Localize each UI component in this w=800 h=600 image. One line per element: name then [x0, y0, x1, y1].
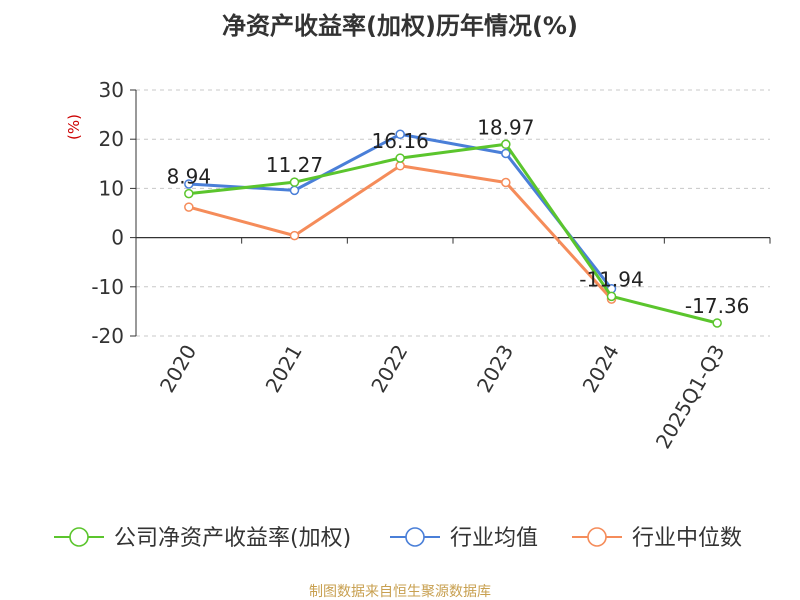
- legend: 公司净资产收益率(加权) 行业均值 行业中位数: [54, 526, 742, 551]
- legend-marker: [405, 527, 425, 547]
- data-point: [184, 202, 194, 212]
- data-point: [289, 230, 300, 241]
- chart-title: 净资产收益率(加权)历年情况(%): [222, 12, 578, 40]
- data-label: 8.94: [167, 165, 212, 189]
- data-point: [184, 179, 194, 189]
- data-point: [395, 161, 405, 171]
- source-footnote: 制图数据来自恒生聚源数据库: [309, 584, 491, 600]
- legend-marker: [69, 527, 89, 547]
- x-tick-label: 2020: [155, 341, 201, 397]
- data-label: -17.36: [685, 294, 749, 318]
- data-label: 11.27: [266, 153, 323, 177]
- y-tick-label: 20: [99, 127, 124, 151]
- legend-label: 行业均值: [450, 526, 538, 551]
- x-tick-label: 2021: [261, 341, 307, 397]
- y-tick-label: -10: [91, 275, 124, 299]
- x-tick-label: 2023: [472, 341, 518, 397]
- data-point: [289, 177, 300, 187]
- data-point: [606, 291, 617, 302]
- data-point: [501, 139, 511, 150]
- data-label: -11.94: [579, 267, 643, 291]
- data-labels: 8.94 11.27 16.16 18.97 -11.94 -17.36: [167, 115, 750, 318]
- series-line: [188, 142, 718, 325]
- legend-label: 行业中位数: [632, 526, 742, 551]
- series-lines: [184, 129, 722, 328]
- data-point: [712, 318, 722, 328]
- data-point: [501, 148, 511, 159]
- x-tick-label: 2022: [366, 341, 412, 397]
- data-point: [395, 129, 405, 140]
- y-axis-unit-label: (%): [65, 114, 83, 140]
- y-tick-label: 0: [111, 226, 124, 250]
- x-tick-label: 2025Q1-Q3: [651, 341, 730, 453]
- x-tick-label: 2024: [578, 341, 624, 397]
- y-tick-label: 10: [99, 176, 124, 200]
- grid-lines: [136, 89, 770, 337]
- data-point: [289, 185, 300, 196]
- legend-marker: [587, 527, 607, 547]
- data-point: [395, 153, 405, 163]
- data-point: [501, 177, 511, 188]
- data-label: 18.97: [477, 115, 534, 139]
- data-label: 16.16: [372, 129, 429, 153]
- axes: 30 20 10 0 -10 -20 2020 2021 2022 2023 2024 2025Q1-…: [91, 78, 771, 453]
- data-point: [184, 188, 194, 199]
- y-tick-label: 30: [99, 78, 124, 102]
- legend-label: 公司净资产收益率(加权): [114, 526, 351, 551]
- y-tick-label: -20: [91, 324, 124, 348]
